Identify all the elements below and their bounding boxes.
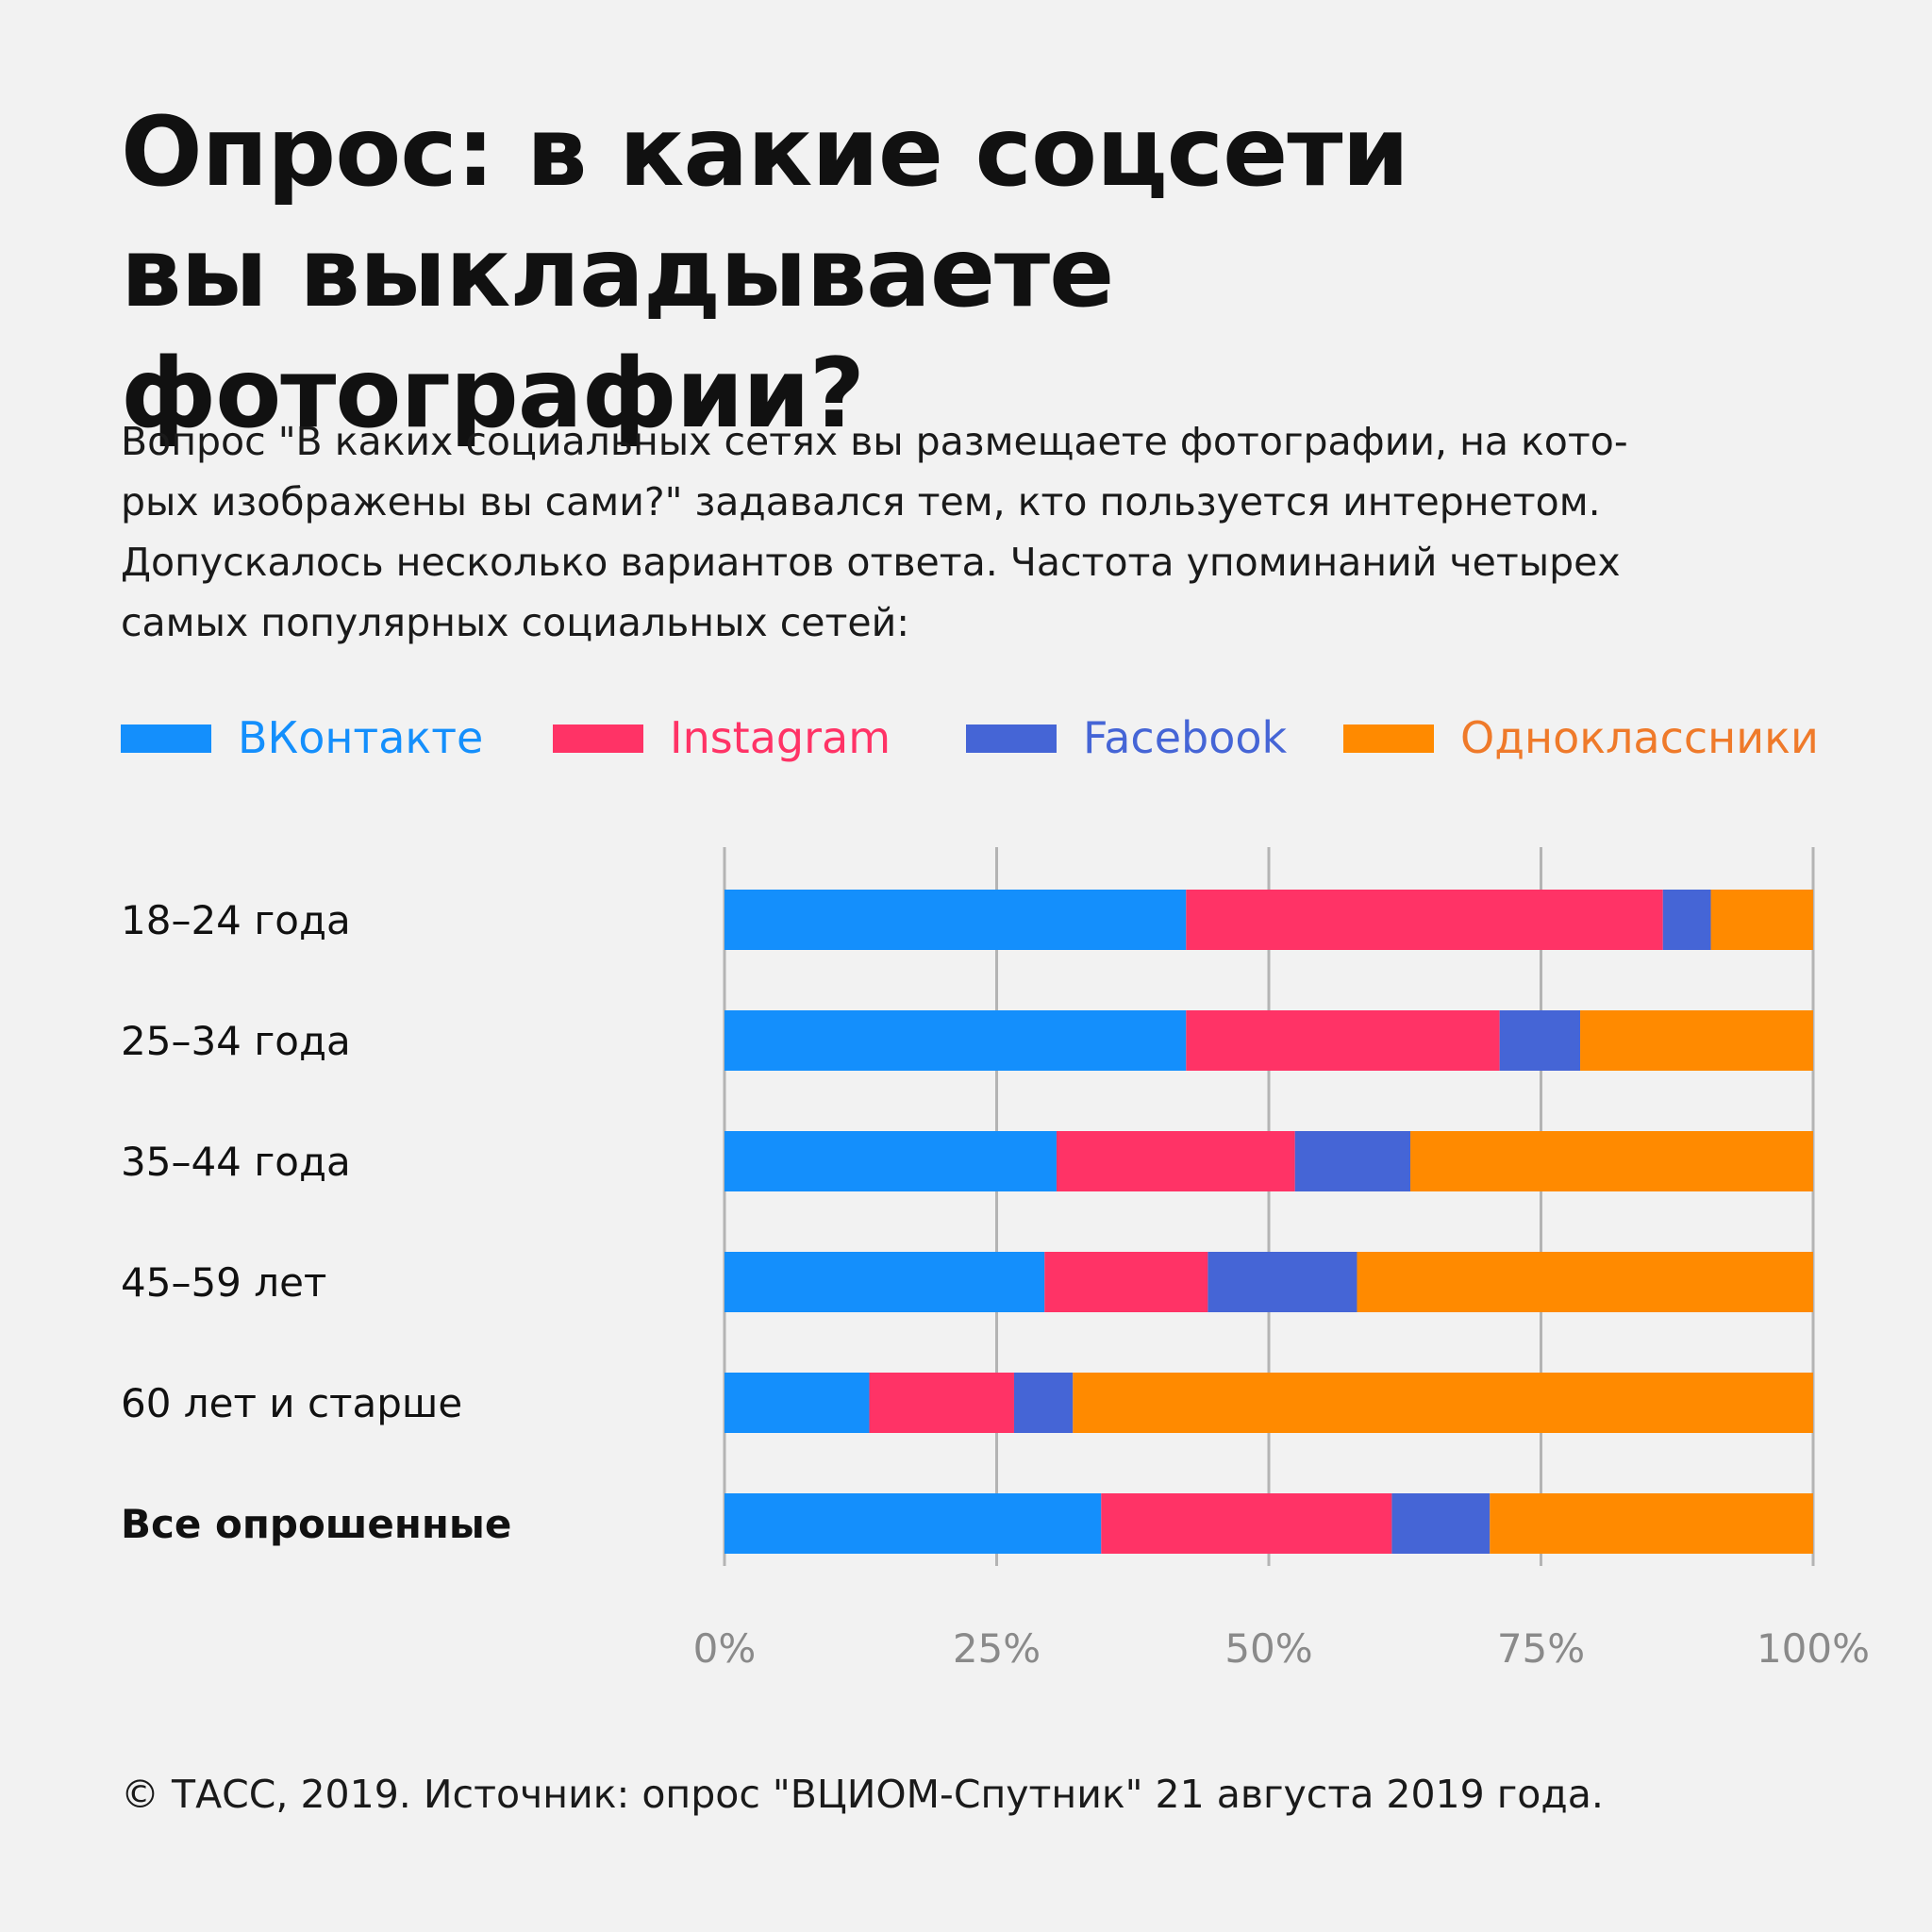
legend-label-facebook: Facebook [1083, 712, 1288, 763]
stacked-bar-chart: 18–24 года 25–34 года 35–44 года 45–59 лет 6… [121, 847, 1870, 1672]
bar-segment-facebook [1662, 890, 1711, 950]
legend-swatch-odnoklassniki [1343, 724, 1434, 753]
bar-segment-vk [724, 1010, 1187, 1071]
bar-segment-instagram [1186, 1010, 1500, 1071]
bar-segment-vk [724, 1493, 1102, 1554]
bar-segment-odnoklassniki [1580, 1010, 1813, 1071]
bar-segment-odnoklassniki [1710, 890, 1813, 950]
category-label: 25–34 года [121, 1018, 351, 1064]
x-tick-label: 50% [1224, 1625, 1312, 1672]
bar-segment-odnoklassniki [1357, 1252, 1813, 1312]
bar-segment-odnoklassniki [1490, 1493, 1813, 1554]
x-tick-label: 100% [1757, 1625, 1870, 1672]
category-label: 60 лет и старше [121, 1380, 462, 1426]
category-label: 18–24 года [121, 897, 351, 943]
page-title: Опрос: в какие соцсети вы выкладываете ф… [121, 92, 1838, 455]
bar-segment-facebook [1391, 1493, 1491, 1554]
description-line: рых изображены вы сами?" задавался тем, … [121, 479, 1601, 525]
page-title-line: Опрос: в какие соцсети [121, 96, 1409, 208]
bar-segment-odnoklassniki [1410, 1131, 1813, 1191]
legend-swatch-vk [121, 724, 211, 753]
bar-segment-instagram [1101, 1493, 1392, 1554]
bar-segment-instagram [1186, 890, 1663, 950]
bar-segment-vk [724, 890, 1187, 950]
x-tick-label: 0% [693, 1625, 757, 1672]
bar-segment-facebook [1208, 1252, 1357, 1312]
legend-swatch-facebook [966, 724, 1057, 753]
page-title-line: вы выкладываете фотографии? [121, 217, 1114, 450]
bar-segment-vk [724, 1252, 1045, 1312]
bar-segment-facebook [1499, 1010, 1581, 1071]
bar-segment-vk [724, 1131, 1057, 1191]
source-footer: © ТАСС, 2019. Источник: опрос "ВЦИОМ-Спу… [121, 1772, 1604, 1817]
legend-swatch-instagram [553, 724, 643, 753]
description-line: самых популярных социальных сетей: [121, 600, 910, 645]
bar-segment-instagram [1044, 1252, 1208, 1312]
category-label: 35–44 года [121, 1139, 351, 1185]
description-line: Вопрос "В каких социальных сетях вы разм… [121, 419, 1628, 464]
chart-legend: ВКонтакте Instagram Facebook Одноклассни… [121, 708, 1838, 768]
bar-segment-facebook [1013, 1373, 1074, 1433]
category-label: Все опрошенные [121, 1501, 511, 1547]
bar-segment-instagram [1056, 1131, 1295, 1191]
legend-label-instagram: Instagram [670, 712, 891, 763]
x-tick-label: 25% [953, 1625, 1041, 1672]
category-label: 45–59 лет [121, 1259, 326, 1306]
description-line: Допускалось несколько вариантов ответа. … [121, 540, 1621, 585]
bar-segment-facebook [1294, 1131, 1411, 1191]
legend-label-odnoklassniki: Одноклассники [1460, 712, 1819, 763]
bar-segment-vk [724, 1373, 870, 1433]
x-tick-label: 75% [1497, 1625, 1585, 1672]
chart-description: Вопрос "В каких социальных сетях вы разм… [121, 411, 1819, 653]
bar-segment-odnoklassniki [1073, 1373, 1813, 1433]
bar-segment-instagram [869, 1373, 1014, 1433]
legend-label-vk: ВКонтакте [238, 712, 484, 763]
